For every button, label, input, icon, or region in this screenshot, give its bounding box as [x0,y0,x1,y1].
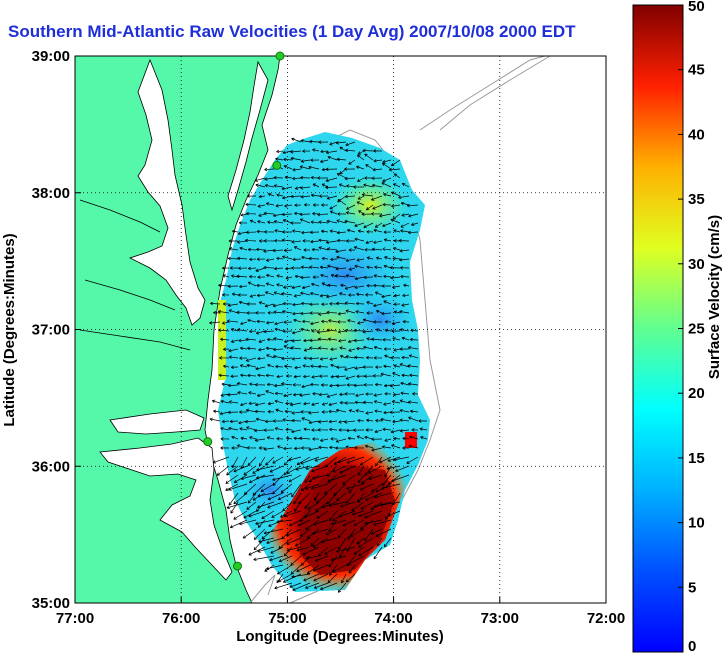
y-tick-label: 37:00 [32,322,70,339]
colorbar-tick-label: 15 [688,450,705,467]
x-tick-label: 75:00 [268,610,306,627]
x-tick-label: 77:00 [56,610,94,627]
y-tick-label: 38:00 [32,185,70,202]
colorbar-tick-label: 0 [688,638,696,655]
bathymetry-contour [439,56,551,131]
colorbar [632,4,684,653]
x-tick-label: 76:00 [162,610,200,627]
colorbar-tick-label: 50 [688,0,705,15]
plot-frame [74,55,607,604]
colorbar-tick-label: 5 [688,579,696,596]
colorbar-tick-label: 10 [688,515,705,532]
bathymetry-contour [249,574,276,603]
latitude-ticks: 39:00 38:00 37:00 36:00 35:00 [32,48,70,612]
red-cell [405,432,417,448]
river-2 [84,279,176,311]
map-grid [74,55,607,604]
delmarva-bay [227,60,269,212]
colorbar-label: Surface Velocity (cm/s) [706,215,723,379]
longitude-ticks: 77:00 76:00 75:00 74:00 73:00 72:00 [56,610,625,627]
chart-title: Southern Mid-Atlantic Raw Velocities (1 … [8,22,576,41]
ne-eddy [332,175,408,235]
x-tick-label: 72:00 [587,610,625,627]
colorbar-tick-label: 20 [688,385,705,402]
x-axis-label: Longitude (Degrees:Minutes) [236,628,444,645]
vector-arrows [209,137,428,593]
velocity-vectors [209,137,428,593]
offshore-slow-zone-2 [345,292,415,348]
y-tick-label: 35:00 [32,595,70,612]
x-tick-label: 74:00 [374,610,412,627]
station-markers [203,51,285,571]
station-marker [275,51,285,61]
y-tick-label: 39:00 [32,48,70,65]
colorbar-tick-label: 35 [688,191,705,208]
river-1 [79,199,161,233]
station-marker [203,437,213,447]
y-tick-label: 36:00 [32,458,70,475]
y-axis-label: Latitude (Degrees:Minutes) [1,233,18,426]
station-marker [232,561,242,571]
colorbar-tick-label: 45 [688,62,705,79]
hatteras-jet-core [300,465,395,575]
station-marker [272,160,282,170]
x-tick-label: 73:00 [481,610,519,627]
colorbar-tick-label: 30 [688,256,705,273]
colorbar-tick-label: 40 [688,126,705,143]
colorbar-tick-label: 25 [688,321,705,338]
albemarle-sound [109,409,205,435]
colorbar-ticks: 0 5 10 15 20 25 30 35 40 45 50 [678,0,705,655]
bathymetry-contour [419,56,546,131]
river-3 [79,329,191,351]
